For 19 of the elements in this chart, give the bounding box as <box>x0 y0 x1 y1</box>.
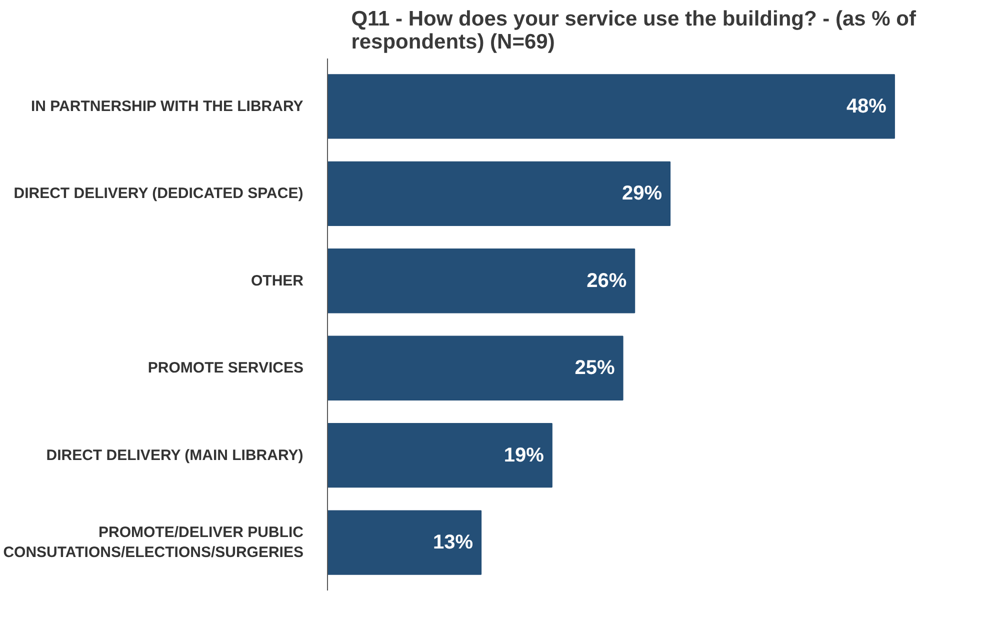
chart-title: Q11 - How does your service use the building? - (as % of respondents) (N=69) <box>351 8 917 54</box>
data-label: 48% <box>846 95 887 118</box>
y-tick-label: OTHER <box>251 272 304 290</box>
y-tick-label: PROMOTE/DELIVER PUBLIC CONSUTATIONS/ELECTIONS/SURGERIES <box>3 524 304 562</box>
y-tick-label: DIRECT DELIVERY (DEDICATED SPACE) <box>14 185 304 202</box>
bar <box>328 422 552 488</box>
data-label: 25% <box>574 357 616 380</box>
bar <box>328 161 671 226</box>
data-label: 26% <box>586 270 627 292</box>
data-label: 13% <box>433 532 474 554</box>
data-label: 29% <box>622 182 662 205</box>
bar <box>328 248 636 314</box>
bar <box>328 336 624 400</box>
y-tick-label: DIRECT DELIVERY (MAIN LIBRARY) <box>46 446 304 464</box>
bar <box>328 74 895 139</box>
y-tick-label: PROMOTE SERVICES <box>148 360 304 377</box>
data-label: 19% <box>504 444 544 466</box>
y-tick-label: IN PARTNERSHIP WITH THE LIBRARY <box>31 98 304 115</box>
bar <box>328 510 482 575</box>
